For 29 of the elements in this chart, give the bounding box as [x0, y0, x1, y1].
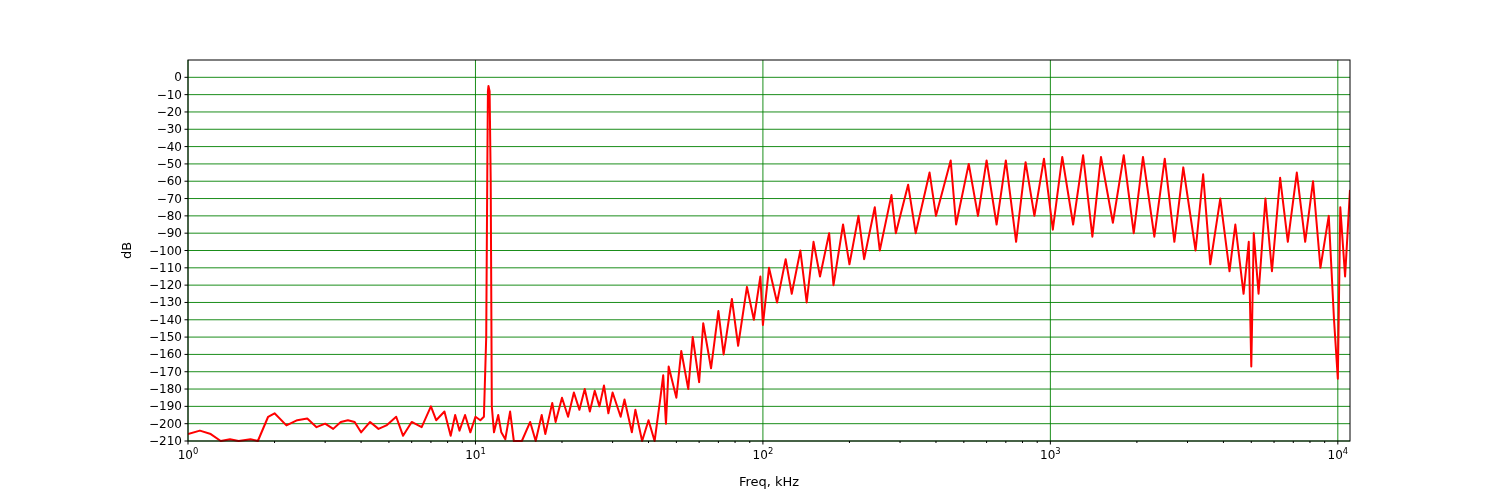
y-tick-label: −120 [149, 278, 182, 293]
y-axis-title: dB [119, 241, 134, 260]
y-tick-label: −100 [149, 243, 182, 258]
y-tick-label: −30 [156, 122, 182, 137]
y-tick-label: −20 [156, 104, 182, 119]
y-tick-label: −110 [149, 260, 182, 275]
x-tick-label: 10$^{1}$ [465, 446, 486, 462]
y-tick-label: −210 [149, 434, 182, 448]
y-tick-label: 0 [174, 70, 182, 85]
y-tick-label: −40 [156, 139, 182, 154]
y-tick-label: −170 [149, 364, 182, 379]
y-tick-label: −60 [156, 174, 182, 189]
x-axis-title: Freq, kHz [738, 474, 800, 489]
y-tick-label: −70 [156, 191, 182, 206]
y-tick-label: −50 [156, 156, 182, 171]
y-tick-label: −10 [156, 87, 182, 102]
y-tick-label: −160 [149, 347, 182, 362]
y-tick-label: −90 [156, 226, 182, 241]
x-tick-label: 10$^{4}$ [1327, 446, 1349, 462]
y-tick-label: −80 [156, 208, 182, 223]
x-tick-label: 10$^{2}$ [752, 446, 774, 462]
y-tick-label: −150 [149, 330, 182, 345]
y-tick-label: −180 [149, 382, 182, 397]
x-tick-label: 10$^{0}$ [177, 446, 199, 462]
x-tick-label: 10$^{3}$ [1040, 446, 1061, 462]
y-tick-label: −190 [149, 399, 182, 414]
y-tick-label: −200 [149, 416, 182, 431]
y-tick-label: −140 [149, 312, 182, 327]
y-tick-label: −130 [149, 295, 182, 310]
